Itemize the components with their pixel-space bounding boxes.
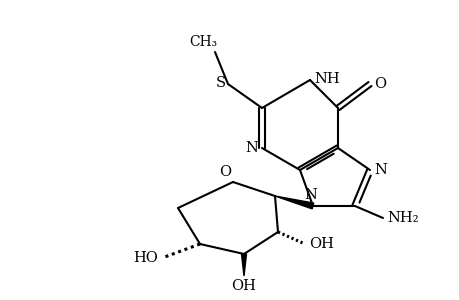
Text: N: N bbox=[304, 188, 317, 202]
Text: O: O bbox=[373, 77, 385, 91]
Text: NH: NH bbox=[313, 72, 339, 86]
Text: S: S bbox=[215, 76, 225, 90]
Text: HO: HO bbox=[133, 251, 157, 265]
Text: NH₂: NH₂ bbox=[386, 211, 418, 225]
Polygon shape bbox=[241, 254, 246, 276]
Text: CH₃: CH₃ bbox=[189, 35, 217, 49]
Text: OH: OH bbox=[231, 279, 256, 293]
Text: OH: OH bbox=[308, 237, 333, 251]
Text: N: N bbox=[245, 141, 257, 155]
Text: O: O bbox=[218, 165, 230, 179]
Polygon shape bbox=[274, 196, 313, 209]
Text: N: N bbox=[373, 163, 386, 177]
